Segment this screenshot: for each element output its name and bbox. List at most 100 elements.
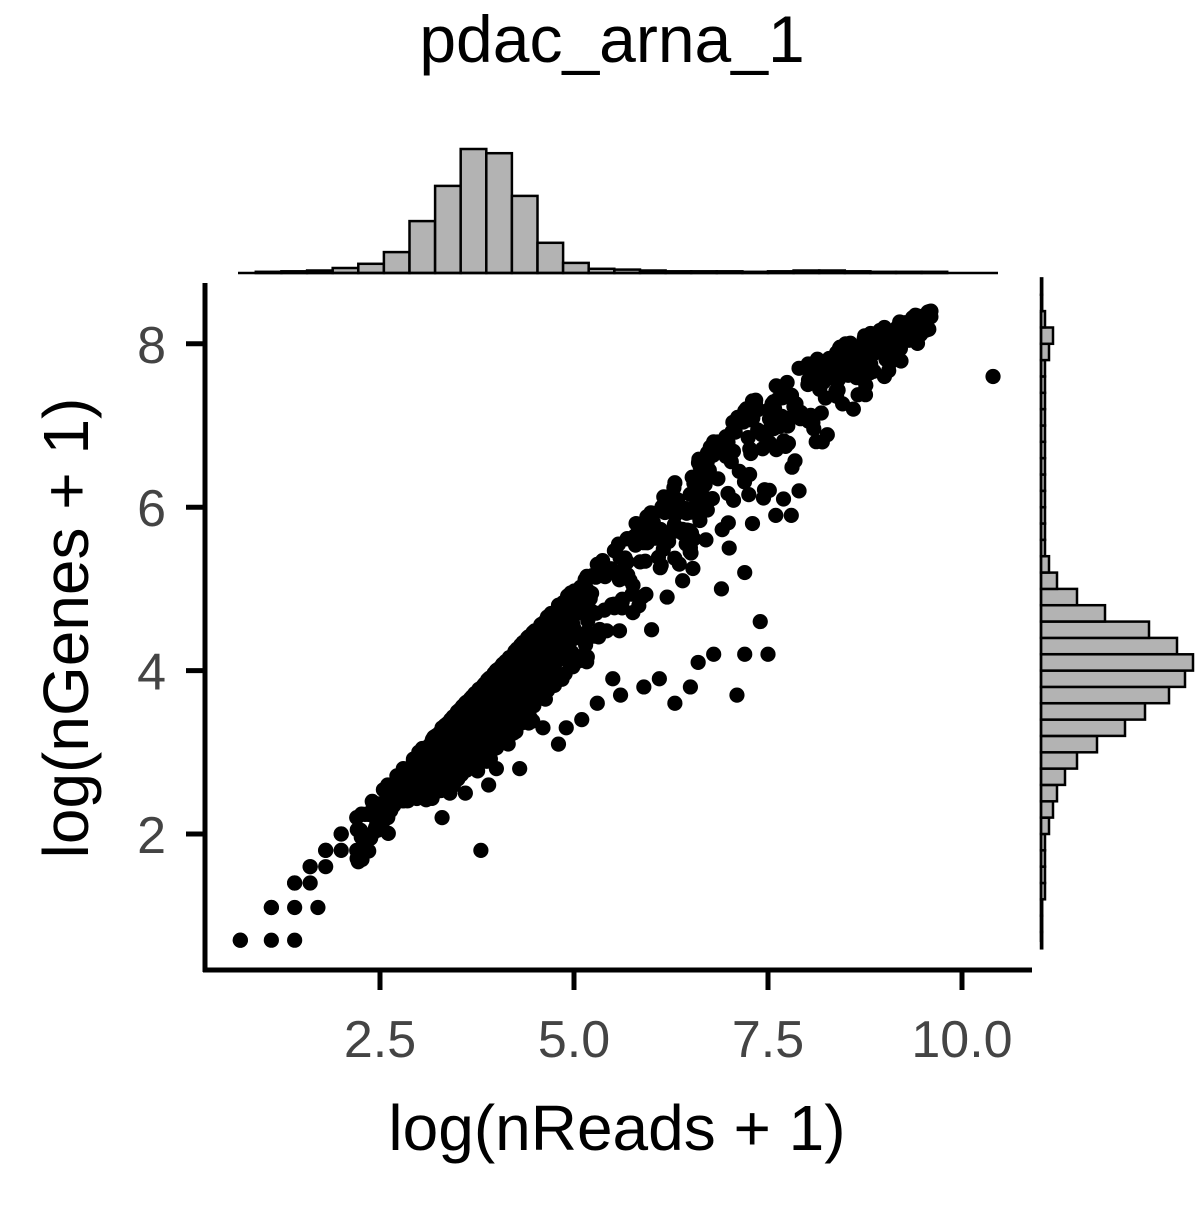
scatter-point — [636, 679, 652, 695]
scatter-point — [641, 517, 657, 533]
scatter-point — [806, 421, 822, 437]
scatter-point — [857, 387, 874, 403]
scatter-point — [364, 826, 380, 842]
scatter-point — [812, 381, 828, 397]
x-tick-label: 2.5 — [344, 1011, 416, 1069]
scatter-point — [574, 712, 590, 728]
scatter-point — [838, 336, 854, 352]
y-histogram-bar — [1039, 326, 1055, 346]
x-tick-label: 5.0 — [538, 1011, 610, 1069]
scatter-point — [423, 758, 439, 774]
scatter-point — [741, 487, 757, 503]
scatter-point — [907, 307, 924, 323]
scatter-point — [380, 777, 396, 793]
scatter-point — [579, 624, 595, 640]
scatter-point — [892, 314, 908, 330]
scatter-point — [787, 453, 803, 469]
scatter-point — [589, 695, 605, 711]
scatter-point — [560, 588, 576, 604]
scatter-point — [688, 473, 704, 489]
scatter-point — [564, 615, 581, 631]
x-tick-label: 10.0 — [911, 1011, 1012, 1069]
scatter-point — [435, 751, 451, 767]
scatter-point — [232, 932, 248, 948]
y-histogram-bar — [1039, 783, 1059, 803]
scatter-point — [318, 859, 334, 875]
scatter-point — [483, 682, 499, 698]
y-histogram-bar — [1039, 603, 1107, 623]
y-histogram-bar — [1039, 636, 1179, 656]
scatter-point — [755, 441, 771, 457]
scatter-point — [761, 411, 778, 427]
scatter-point — [287, 899, 303, 916]
scatter-point — [663, 497, 679, 513]
scatter-point — [503, 717, 520, 733]
x-histogram-bar — [510, 194, 539, 275]
scatter-point — [855, 342, 872, 358]
scatter-point — [736, 474, 753, 490]
scatter-point — [821, 350, 837, 367]
y-tick-label: 6 — [137, 480, 166, 538]
scatter-point — [864, 329, 881, 345]
scatter-point — [661, 533, 677, 550]
scatter-point — [287, 875, 303, 891]
scatter-point — [690, 654, 706, 671]
y-histogram-bar — [1039, 685, 1171, 705]
y-histogram-bar — [1039, 653, 1195, 672]
scatter-point — [589, 556, 605, 572]
y-histogram-bar — [1039, 767, 1067, 787]
chart-title: pdac_arna_1 — [419, 2, 804, 76]
y-histogram-bar — [1039, 669, 1187, 689]
scatter-point — [603, 561, 619, 577]
scatter-point — [666, 517, 683, 533]
scatter-point — [826, 365, 842, 381]
scatter-point — [791, 360, 807, 376]
scatter-point — [659, 589, 675, 605]
scatter-point — [706, 646, 722, 662]
scatter-points — [232, 303, 1001, 948]
scatter-point — [481, 777, 497, 793]
scatter-point — [380, 810, 396, 826]
scatter-point — [667, 695, 683, 711]
y-histogram-bar — [1039, 587, 1079, 607]
scatter-point — [582, 591, 598, 607]
scatter-point — [793, 404, 809, 421]
scatter-point — [424, 737, 440, 753]
scatter-point — [434, 810, 450, 826]
scatter-point — [682, 679, 699, 695]
scatter-point — [744, 515, 761, 532]
scatter-point — [923, 303, 939, 319]
scatter-point — [395, 761, 411, 777]
scatter-point — [512, 761, 528, 777]
scatter-point — [632, 554, 648, 570]
scatter-point — [349, 842, 365, 858]
y-histogram-bar — [1039, 620, 1151, 640]
scatter-point — [761, 482, 777, 498]
x-histogram-bar — [536, 241, 565, 275]
scatter-point — [725, 414, 741, 430]
scatter-point — [685, 560, 701, 577]
scatter-point — [690, 494, 706, 510]
scatter-point — [675, 573, 691, 589]
y-histogram-bar — [1039, 293, 1044, 313]
scatter-point — [474, 691, 490, 707]
scatter-point — [699, 454, 715, 470]
scatter-point — [534, 616, 550, 632]
scatter-point — [542, 640, 558, 656]
y-histogram-bar — [1039, 734, 1099, 754]
scatter-point — [704, 491, 721, 507]
y-tick-label: 2 — [137, 807, 166, 865]
scatter-point — [774, 387, 790, 404]
x-tick-label: 7.5 — [732, 1011, 804, 1069]
scatter-point — [739, 409, 756, 425]
scatter-point — [500, 736, 516, 752]
scatter-point — [791, 483, 807, 499]
scatter-point — [522, 642, 538, 658]
scatter-point — [713, 581, 730, 597]
scatter-point — [611, 623, 628, 639]
scatter-point — [611, 572, 628, 588]
scatter-point — [310, 899, 326, 916]
scatter-point — [706, 434, 722, 450]
y-axis-ticks: 2 4 6 8 — [137, 317, 203, 865]
